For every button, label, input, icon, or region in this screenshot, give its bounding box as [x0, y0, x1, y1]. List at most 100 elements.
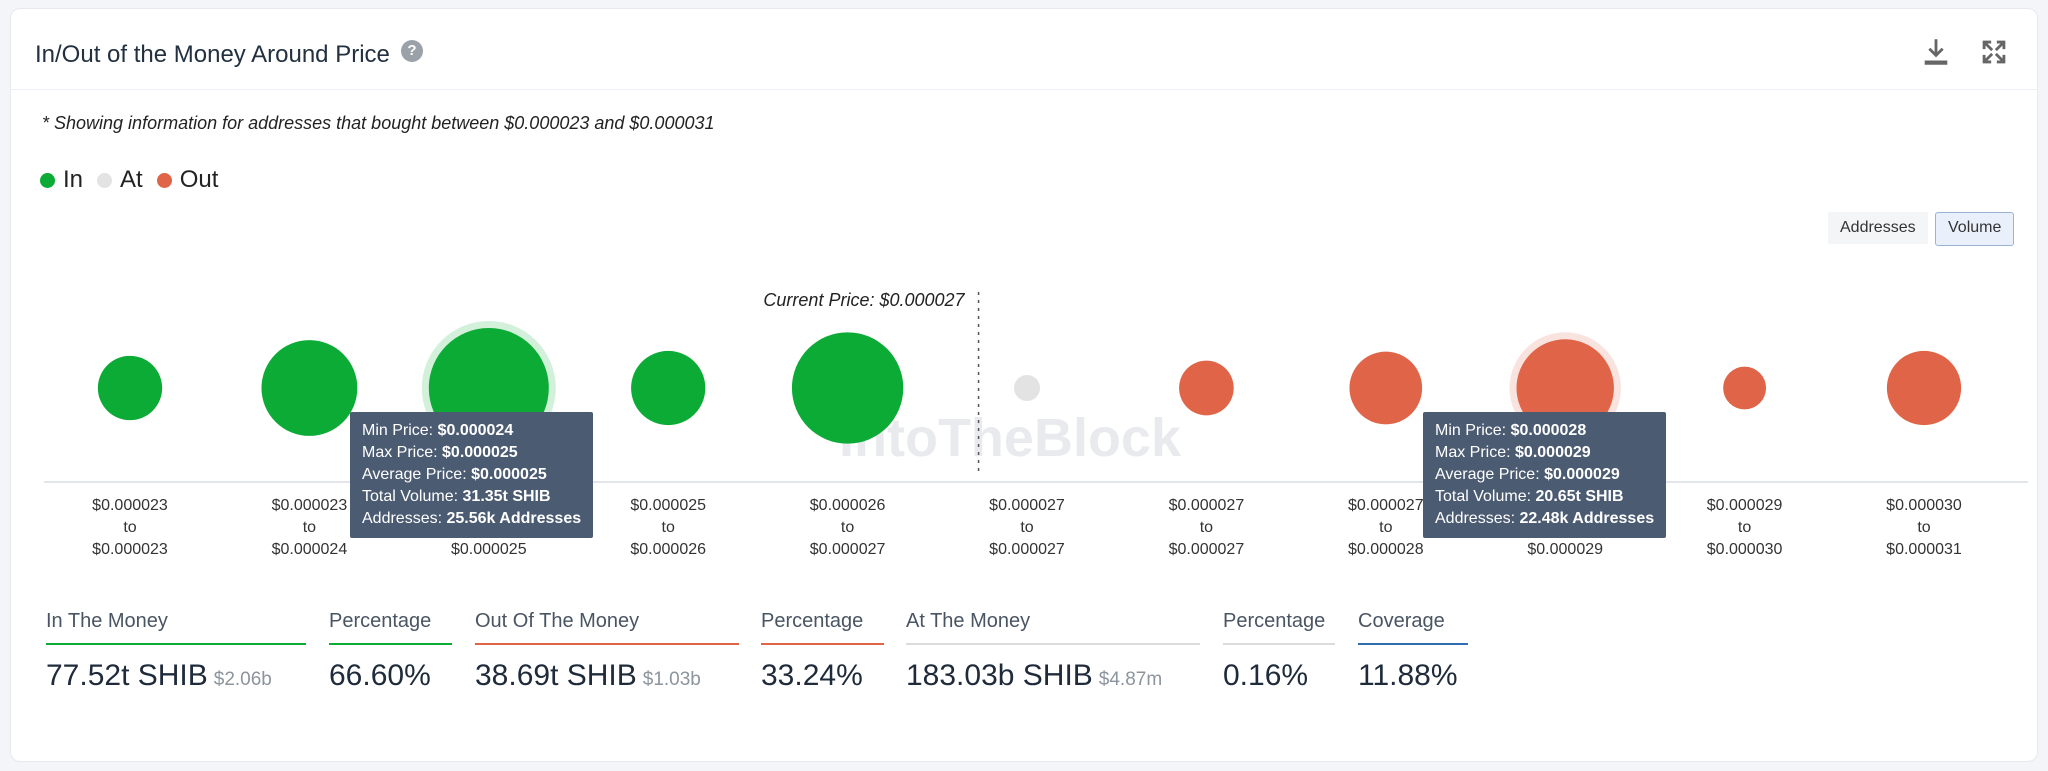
summary-in-the-money: In The Money 77.52t SHIB $2.06b	[46, 610, 306, 693]
legend: In At Out	[40, 166, 232, 194]
x-tick-label: $0.000026	[630, 541, 706, 558]
addresses-toggle-button[interactable]: Addresses	[1828, 212, 1928, 244]
x-tick-label: $0.000027	[1169, 541, 1245, 558]
summary-usd: $4.87m	[1098, 669, 1163, 690]
bubble-in	[631, 350, 706, 426]
bubble-in	[97, 355, 163, 421]
tooltip-avg-value: $0.000029	[1544, 466, 1620, 483]
legend-item-in[interactable]: In	[40, 166, 83, 194]
x-tick-label: to	[1379, 519, 1392, 536]
summary-value: 11.88%	[1358, 659, 1458, 692]
tooltip-row-avg: Average Price: $0.000025	[362, 466, 547, 483]
legend-dot-in	[40, 172, 55, 188]
legend-label-in: In	[63, 166, 84, 193]
x-tick-label: to	[841, 519, 854, 536]
x-tick-label: $0.000027	[989, 497, 1065, 514]
summary-label: Percentage	[1223, 610, 1335, 645]
tooltip-row-min: Min Price: $0.000024	[362, 422, 514, 439]
summary-coverage: Coverage 11.88%	[1358, 610, 1468, 693]
tooltip-volume-value: 20.65t SHIB	[1535, 488, 1624, 505]
legend-dot-at	[97, 172, 113, 188]
x-tick-label: $0.000029	[1527, 541, 1603, 558]
summary-value: 33.24%	[761, 659, 863, 692]
tooltip-max-value: $0.000029	[1515, 444, 1591, 461]
question-circle-icon[interactable]: ?	[401, 40, 423, 62]
watermark-text: IntoTheBlock	[839, 408, 1182, 468]
summary-value: 66.60%	[329, 659, 431, 692]
summary-usd: $1.03b	[642, 669, 701, 690]
x-tick-label: $0.000027	[810, 541, 886, 558]
tooltip-row-avg: Average Price: $0.000029	[1435, 466, 1620, 483]
tooltip-row-addresses: Addresses: 22.48k Addresses	[1435, 510, 1655, 527]
tooltip-row-volume: Total Volume: 20.65t SHIB	[1435, 488, 1624, 505]
legend-item-out[interactable]: Out	[156, 166, 219, 194]
summary-label: At The Money	[906, 610, 1200, 645]
summary-out-percentage: Percentage 33.24%	[761, 610, 884, 693]
summary-value: 38.69t SHIB $1.03b	[475, 659, 701, 692]
x-tick-label: $0.000031	[1886, 541, 1962, 558]
tooltip-bin-3: Min Price: $0.000024 Max Price: $0.00002…	[350, 412, 594, 538]
summary-value: 77.52t SHIB $2.06b	[46, 659, 272, 692]
volume-toggle-button[interactable]: Volume	[1935, 212, 2015, 246]
tooltip-volume-value: 31.35t SHIB	[462, 488, 551, 505]
x-tick-label: $0.000023	[272, 497, 348, 514]
bubble-out	[1886, 350, 1962, 426]
summary-label: Out Of The Money	[475, 610, 739, 645]
summary-value: 183.03b SHIB $4.87m	[906, 659, 1163, 692]
summary-usd: $2.06b	[213, 669, 272, 690]
tooltip-min-value: $0.000028	[1510, 422, 1587, 439]
download-icon[interactable]	[1919, 35, 1953, 69]
summary-label: Percentage	[761, 610, 884, 645]
bubble-in	[791, 332, 904, 444]
tooltip-max-value: $0.000025	[442, 444, 518, 461]
x-tick-label: to	[123, 519, 136, 536]
x-tick-label: $0.000024	[272, 541, 348, 558]
legend-item-at[interactable]: At	[97, 166, 143, 194]
summary-label: Percentage	[329, 610, 452, 645]
summary-at-percentage: Percentage 0.16%	[1223, 610, 1335, 693]
tooltip-bin-9: Min Price: $0.000028 Max Price: $0.00002…	[1423, 412, 1667, 538]
summary-out-of-the-money: Out Of The Money 38.69t SHIB $1.03b	[475, 610, 739, 693]
x-tick-label: $0.000029	[1707, 497, 1783, 514]
x-tick-label: $0.000027	[1169, 497, 1245, 514]
expand-icon[interactable]	[1977, 35, 2011, 69]
bubble-out	[1723, 366, 1767, 410]
tooltip-min-value: $0.000024	[437, 422, 514, 439]
tooltip-avg-value: $0.000025	[471, 466, 547, 483]
card-title: In/Out of the Money Around Price	[35, 41, 390, 68]
tooltip-addresses-value: 22.48k Addresses	[1519, 510, 1655, 527]
x-tick-label: to	[662, 519, 675, 536]
x-tick-label: $0.000030	[1707, 541, 1783, 558]
bubble-in	[261, 340, 358, 436]
x-tick-label: to	[1917, 519, 1930, 536]
bubble-at	[1014, 375, 1040, 401]
tooltip-row-addresses: Addresses: 25.56k Addresses	[362, 510, 582, 527]
summary-in-percentage: Percentage 66.60%	[329, 610, 452, 693]
legend-label-at: At	[120, 166, 143, 193]
summary-value: 0.16%	[1223, 659, 1309, 692]
summary-label: Coverage	[1358, 610, 1468, 645]
tooltip-row-min: Min Price: $0.000028	[1435, 422, 1587, 439]
bubble-out	[1179, 360, 1234, 416]
x-tick-label: to	[303, 519, 316, 536]
x-tick-label: to	[1200, 519, 1213, 536]
legend-dot-out	[156, 172, 172, 188]
x-tick-label: $0.000027	[989, 541, 1065, 558]
x-tick-label: to	[1738, 519, 1751, 536]
x-tick-label: to	[1020, 519, 1033, 536]
range-note: * Showing information for addresses that…	[42, 113, 715, 133]
tooltip-row-volume: Total Volume: 31.35t SHIB	[362, 488, 551, 505]
bubble-out	[1349, 351, 1423, 425]
current-price-label: Current Price: $0.000027	[763, 290, 965, 310]
legend-label-out: Out	[179, 166, 219, 193]
x-tick-label: $0.000023	[92, 541, 168, 558]
x-tick-label: $0.000025	[451, 541, 527, 558]
tooltip-row-max: Max Price: $0.000029	[1435, 444, 1591, 461]
tooltip-addresses-value: 25.56k Addresses	[446, 510, 582, 527]
x-tick-label: $0.000023	[92, 497, 168, 514]
tooltip-row-max: Max Price: $0.000025	[362, 444, 518, 461]
x-tick-label: $0.000025	[630, 497, 706, 514]
summary-at-the-money: At The Money 183.03b SHIB $4.87m	[906, 610, 1200, 693]
x-tick-label: $0.000026	[810, 497, 886, 514]
card-header: In/Out of the Money Around Price ?	[11, 9, 2037, 90]
